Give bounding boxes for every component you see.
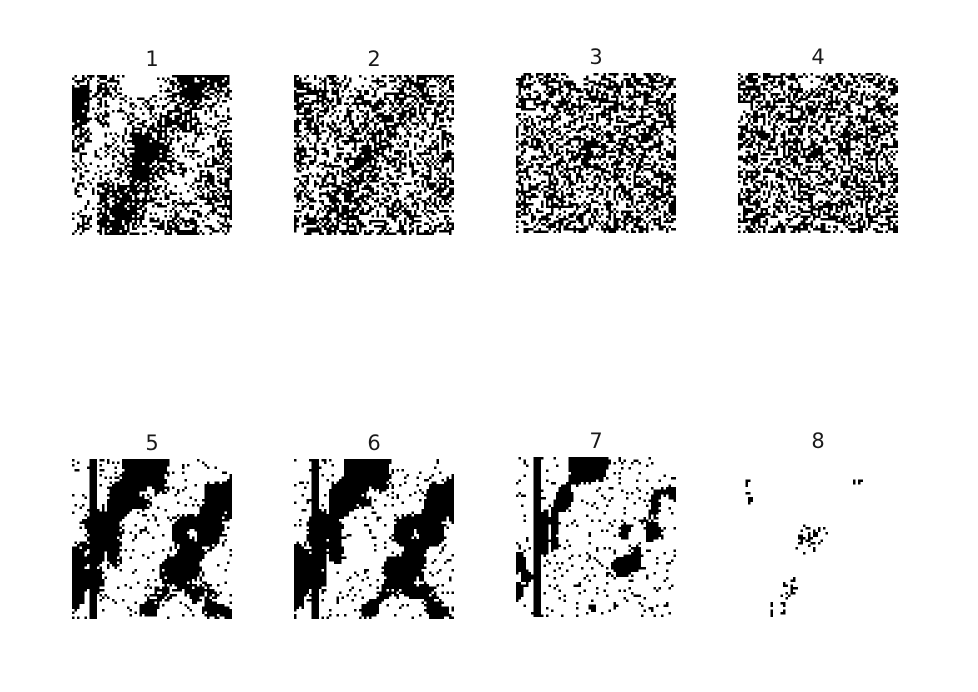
bitplane-image	[738, 457, 898, 617]
bitplane-image	[516, 457, 676, 617]
panel-label: 4	[811, 45, 825, 69]
panel-label: 1	[145, 47, 159, 71]
panel-label: 7	[589, 429, 603, 453]
panel-label: 8	[811, 429, 825, 453]
bitplane-image	[516, 73, 676, 233]
bitplane-image	[72, 75, 232, 235]
bitplane-image	[294, 459, 454, 619]
bitplane-image	[294, 75, 454, 235]
bitplane-image	[738, 73, 898, 233]
bitplane-image	[72, 459, 232, 619]
panel-label: 5	[145, 431, 159, 455]
panel-label: 3	[589, 45, 603, 69]
panel-label: 6	[367, 431, 381, 455]
panel-label: 2	[367, 47, 381, 71]
